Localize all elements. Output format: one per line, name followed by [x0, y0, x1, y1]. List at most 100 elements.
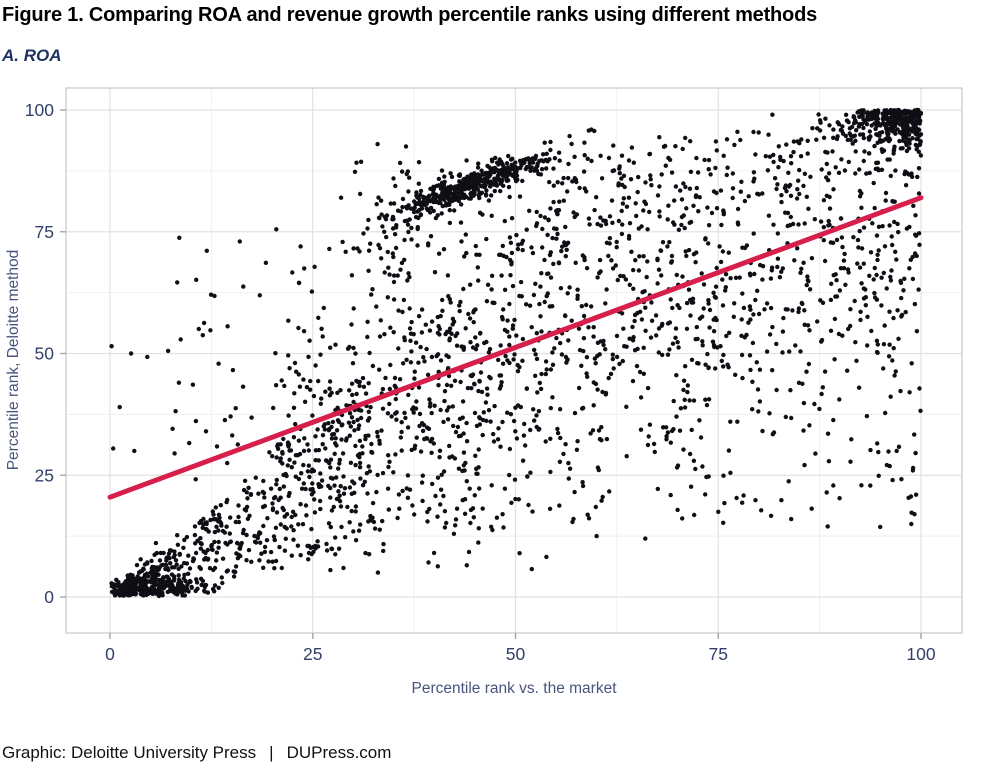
- scatter-points: [109, 107, 924, 599]
- data-point: [420, 428, 426, 434]
- data-point: [233, 569, 238, 575]
- data-point: [802, 462, 807, 468]
- data-point: [682, 405, 688, 410]
- data-point: [819, 391, 824, 397]
- data-point: [337, 499, 343, 504]
- data-point: [573, 260, 578, 265]
- data-point: [775, 231, 780, 236]
- data-point: [482, 179, 487, 185]
- data-point: [533, 352, 538, 357]
- data-point: [771, 222, 776, 227]
- data-point: [620, 222, 625, 227]
- data-point: [912, 108, 917, 113]
- data-point: [482, 183, 487, 189]
- data-point: [691, 398, 697, 403]
- data-point: [332, 483, 337, 488]
- data-point: [679, 197, 685, 202]
- data-point: [416, 215, 421, 221]
- data-point: [897, 122, 903, 127]
- data-point: [360, 483, 366, 488]
- data-point: [236, 514, 241, 520]
- data-point: [548, 147, 553, 153]
- data-point: [369, 292, 374, 297]
- data-point: [867, 170, 872, 176]
- data-point: [442, 188, 448, 193]
- data-point: [418, 344, 423, 350]
- data-point: [888, 107, 893, 113]
- data-point: [322, 427, 328, 432]
- data-point: [875, 160, 881, 165]
- data-point: [600, 389, 605, 395]
- data-point: [427, 404, 433, 409]
- data-point: [495, 160, 500, 165]
- data-point: [499, 380, 504, 385]
- data-point: [473, 453, 478, 458]
- data-point: [626, 195, 632, 200]
- data-point: [393, 225, 399, 230]
- data-point: [299, 486, 305, 491]
- data-point: [345, 504, 350, 510]
- data-point: [532, 418, 537, 423]
- data-point: [402, 237, 407, 243]
- data-point: [632, 348, 638, 353]
- data-point: [603, 218, 608, 224]
- data-point: [902, 276, 907, 281]
- data-point: [341, 491, 347, 496]
- data-point: [621, 274, 626, 279]
- data-point: [353, 443, 358, 449]
- data-point: [439, 168, 445, 173]
- data-point: [867, 129, 872, 134]
- data-point: [660, 425, 666, 430]
- data-point: [461, 450, 467, 455]
- data-point: [209, 544, 214, 549]
- data-point: [319, 478, 325, 483]
- data-point: [387, 401, 392, 407]
- data-point: [311, 549, 316, 555]
- data-point: [403, 144, 409, 149]
- data-point: [916, 127, 922, 133]
- data-point: [198, 536, 203, 541]
- data-point: [559, 248, 564, 254]
- data-point: [333, 441, 338, 446]
- data-point: [474, 423, 480, 429]
- data-point: [774, 341, 779, 347]
- data-point: [759, 508, 764, 513]
- data-point: [798, 154, 804, 159]
- data-point: [861, 158, 866, 164]
- data-point: [643, 328, 648, 333]
- data-point: [876, 449, 881, 455]
- data-point: [520, 358, 525, 363]
- data-point: [784, 189, 789, 194]
- data-point: [424, 346, 429, 352]
- data-point: [455, 331, 460, 336]
- data-point: [756, 311, 762, 317]
- data-point: [507, 194, 512, 200]
- data-point: [171, 578, 177, 583]
- data-point: [211, 512, 216, 517]
- data-point: [901, 288, 906, 293]
- data-point: [420, 473, 425, 478]
- data-point: [753, 152, 758, 157]
- data-point: [706, 474, 711, 479]
- data-point: [682, 225, 687, 231]
- data-point: [619, 153, 625, 158]
- data-point: [486, 180, 491, 185]
- data-point: [318, 352, 323, 357]
- data-point: [382, 229, 387, 234]
- data-point: [313, 434, 318, 439]
- data-point: [327, 386, 332, 391]
- data-point: [539, 271, 544, 276]
- data-point: [212, 529, 218, 535]
- data-point: [301, 462, 306, 468]
- data-point: [656, 350, 661, 355]
- data-point: [714, 206, 720, 211]
- data-point: [298, 502, 303, 507]
- data-point: [208, 292, 214, 297]
- data-point: [595, 340, 601, 345]
- data-point: [685, 389, 690, 395]
- data-point: [732, 142, 737, 148]
- data-point: [184, 534, 190, 540]
- data-point: [306, 557, 311, 562]
- data-point: [695, 170, 701, 175]
- data-point: [751, 231, 756, 236]
